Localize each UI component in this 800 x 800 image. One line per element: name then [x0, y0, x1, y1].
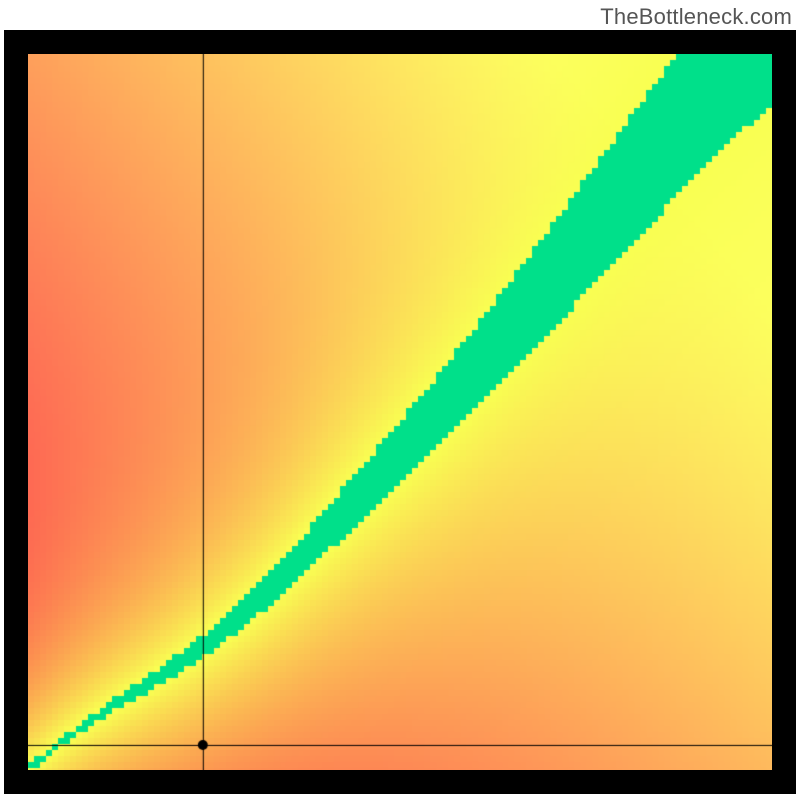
heatmap-canvas	[28, 54, 772, 770]
heatmap-frame	[4, 30, 796, 794]
watermark-text: TheBottleneck.com	[600, 4, 792, 30]
chart-container: TheBottleneck.com	[0, 0, 800, 800]
